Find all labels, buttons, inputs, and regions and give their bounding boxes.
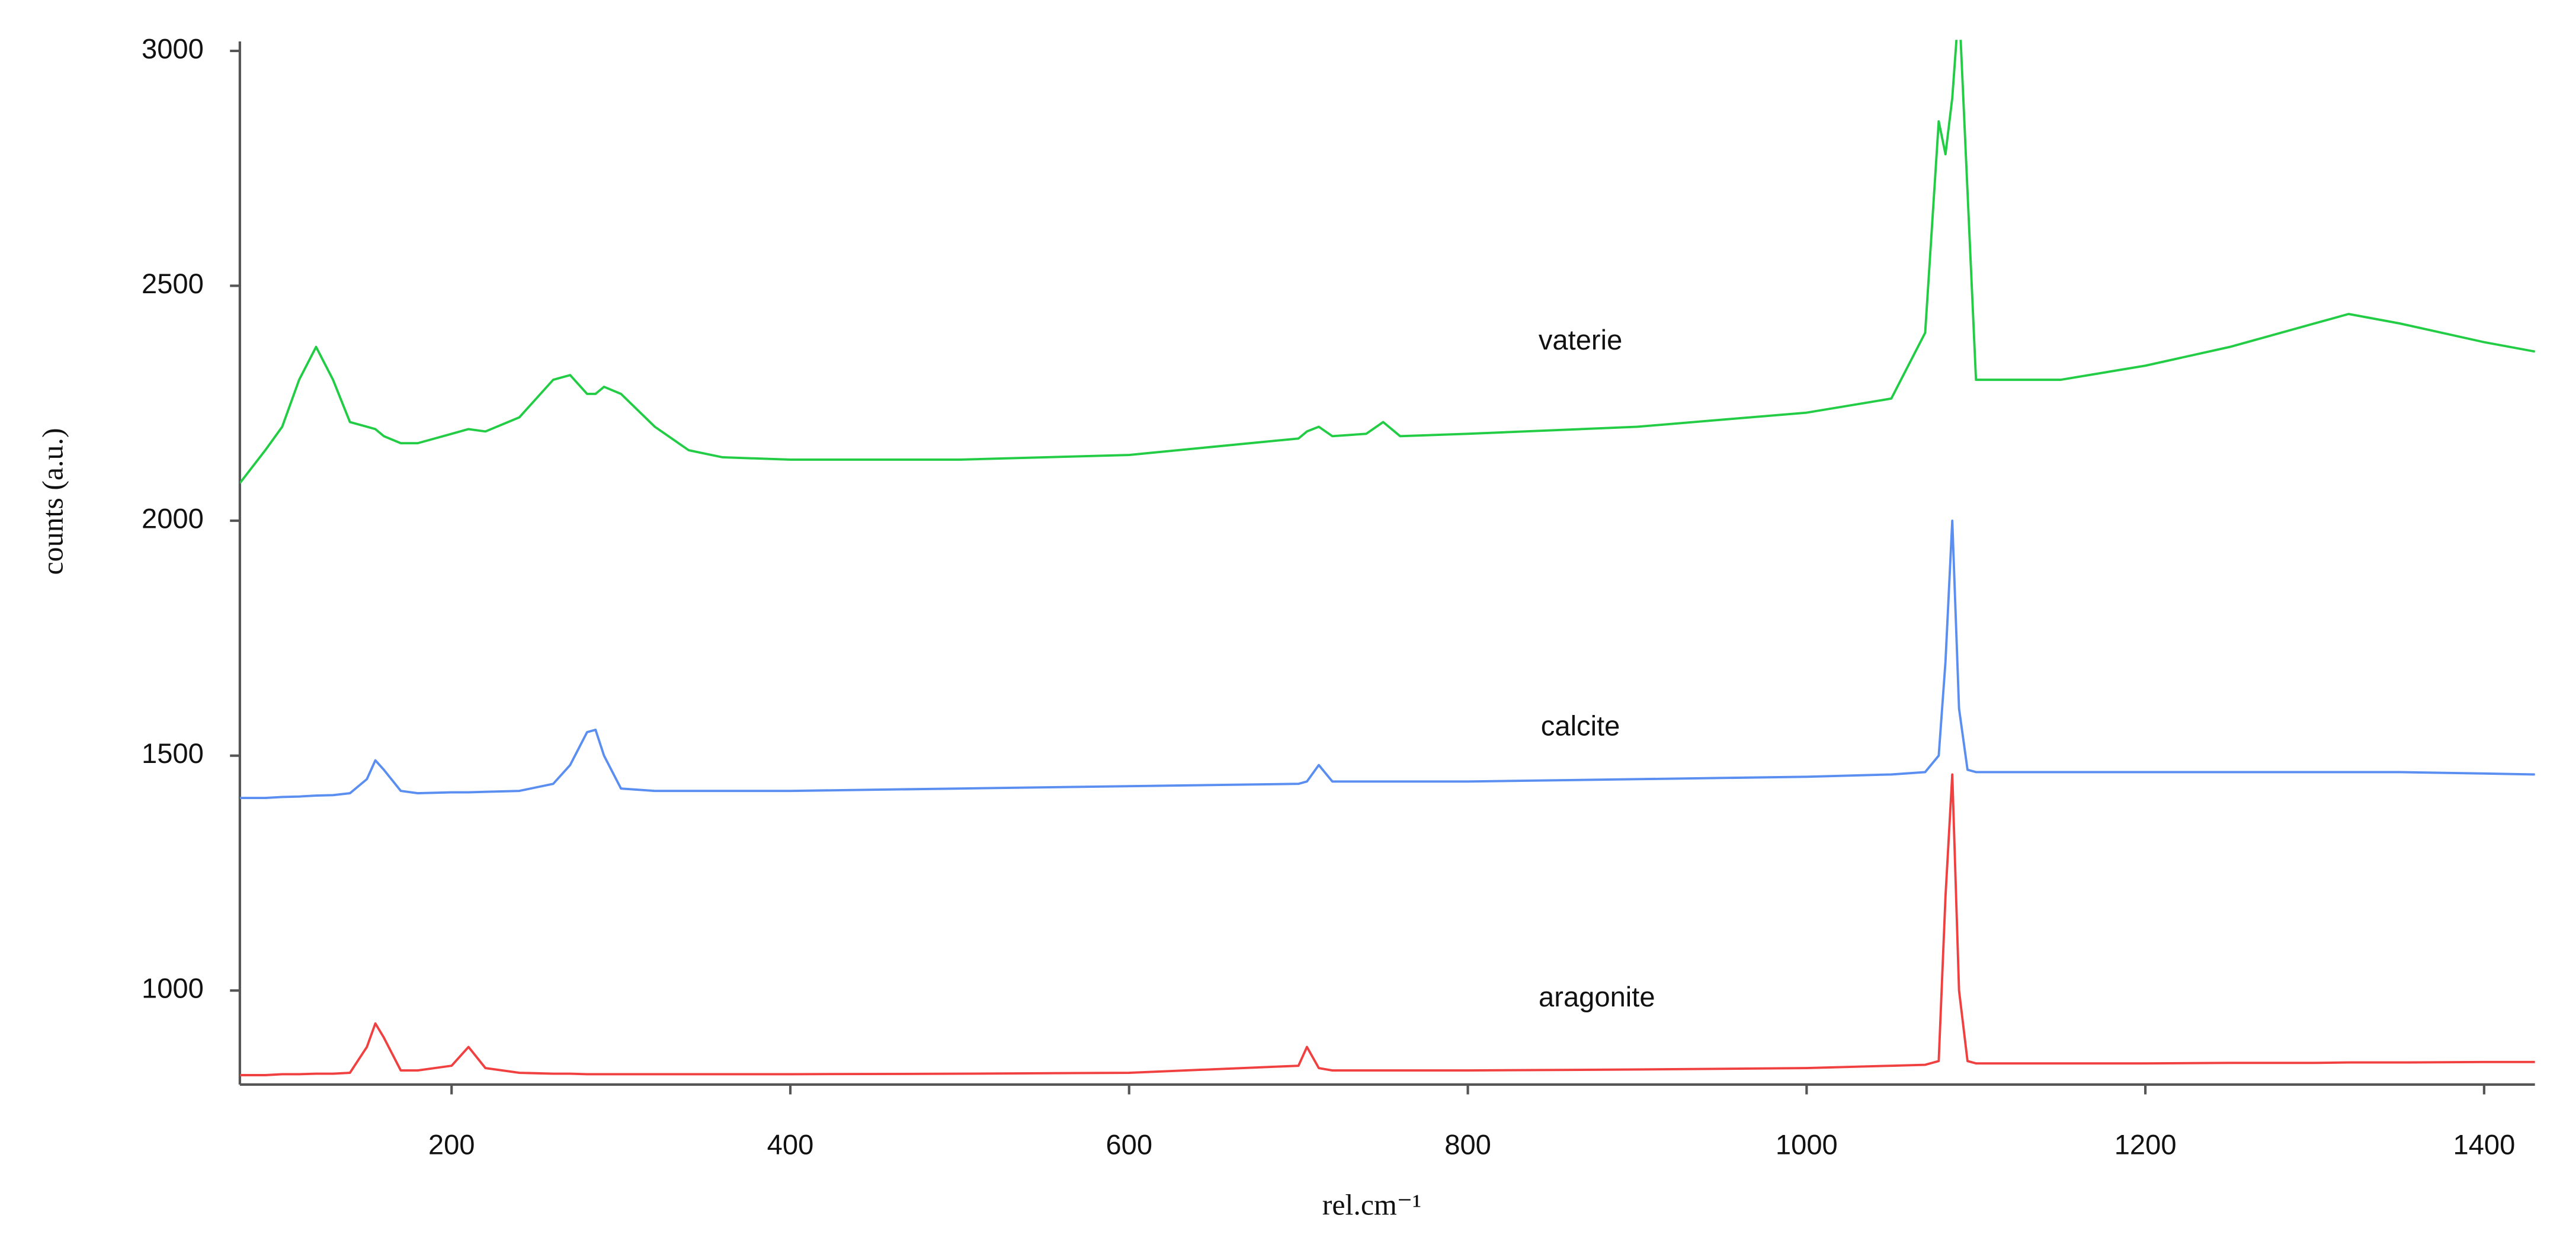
spectrum-line (239, 520, 2535, 799)
y-tick-label: 2000 (142, 503, 204, 534)
x-tick-label: 1200 (2114, 1129, 2177, 1160)
x-tick-label: 400 (767, 1129, 814, 1160)
y-tick-label: 1500 (142, 737, 204, 769)
y-tick-label: 2500 (142, 268, 204, 299)
x-tick-label: 1000 (1776, 1129, 1838, 1160)
series-label: vaterie (1539, 324, 1622, 355)
x-axis-label: rel.cm⁻¹ (1322, 1188, 1421, 1221)
series-label: calcite (1541, 710, 1620, 742)
spectrum-line (239, 773, 2535, 1076)
x-tick-label: 1400 (2453, 1129, 2515, 1160)
y-tick-label: 3000 (142, 33, 204, 64)
x-tick-label: 800 (1444, 1129, 1491, 1160)
x-tick-label: 600 (1106, 1129, 1152, 1160)
spectrum-line (239, 40, 2536, 484)
series-label: aragonite (1539, 981, 1655, 1012)
y-axis-label: counts (a.u.) (37, 428, 69, 575)
x-tick-label: 200 (428, 1129, 475, 1160)
plot-area (239, 40, 2536, 1076)
y-tick-label: 1000 (142, 973, 204, 1004)
